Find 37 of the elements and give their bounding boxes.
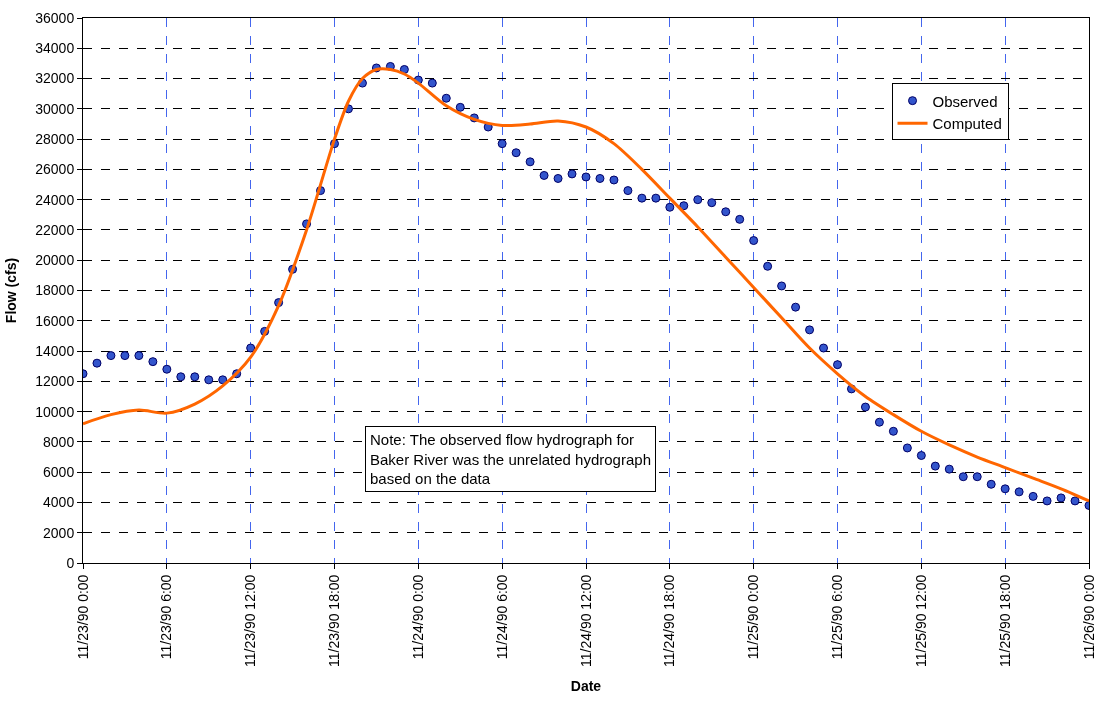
y-tick-label: 36000: [35, 9, 75, 26]
y-tick-label: 10000: [35, 403, 75, 420]
y-tick-label: 0: [66, 554, 75, 571]
y-tick-label: 8000: [43, 433, 75, 450]
x-tick-label: 11/25/90 6:00: [829, 574, 846, 660]
y-tick-label: 34000: [35, 40, 75, 57]
y-tick-label: 18000: [35, 282, 75, 299]
y-tick-label: 20000: [35, 252, 75, 269]
y-tick-label: 4000: [43, 494, 75, 511]
x-tick-label: 11/24/90 6:00: [493, 574, 510, 660]
y-tick-label: 22000: [35, 221, 75, 238]
x-axis-title: Date: [570, 678, 602, 695]
y-tick-label: 28000: [35, 131, 75, 148]
x-tick-label: 11/25/90 18:00: [996, 574, 1013, 667]
annotation: Note: The observed flow hydrograph for Baker River was the unrelated hydrograph based on the data: [370, 431, 651, 487]
y-axis-title: Flow (cfs): [2, 257, 19, 324]
legend-label: Computed: [932, 115, 1002, 132]
y-tick-label: 32000: [35, 70, 75, 87]
x-tick-label: 11/25/90 12:00: [912, 574, 929, 667]
y-tick-label: 12000: [35, 373, 75, 390]
y-tick-label: 14000: [35, 342, 75, 359]
x-tick-label: 11/24/90 0:00: [409, 574, 426, 660]
legend-label: Observed: [932, 92, 998, 110]
y-tick-label: 2000: [43, 524, 75, 541]
y-tick-label: 26000: [35, 161, 75, 178]
x-tick-label: 11/23/90 6:00: [158, 574, 175, 660]
y-tick-label: 24000: [35, 191, 75, 208]
x-tick-label: 11/23/90 12:00: [242, 574, 259, 667]
x-tick-label: 11/23/90 0:00: [74, 574, 91, 660]
x-tick-label: 11/23/90 18:00: [326, 574, 343, 667]
y-tick-label: 16000: [35, 312, 75, 329]
y-tick-label: 6000: [43, 464, 75, 481]
x-tick-label: 11/26/90 0:00: [1080, 574, 1097, 660]
x-tick-label: 11/24/90 18:00: [661, 574, 678, 667]
x-tick-label: 11/24/90 12:00: [577, 574, 594, 667]
x-tick-label: 11/25/90 0:00: [745, 574, 762, 660]
y-tick-label: 30000: [35, 100, 75, 117]
